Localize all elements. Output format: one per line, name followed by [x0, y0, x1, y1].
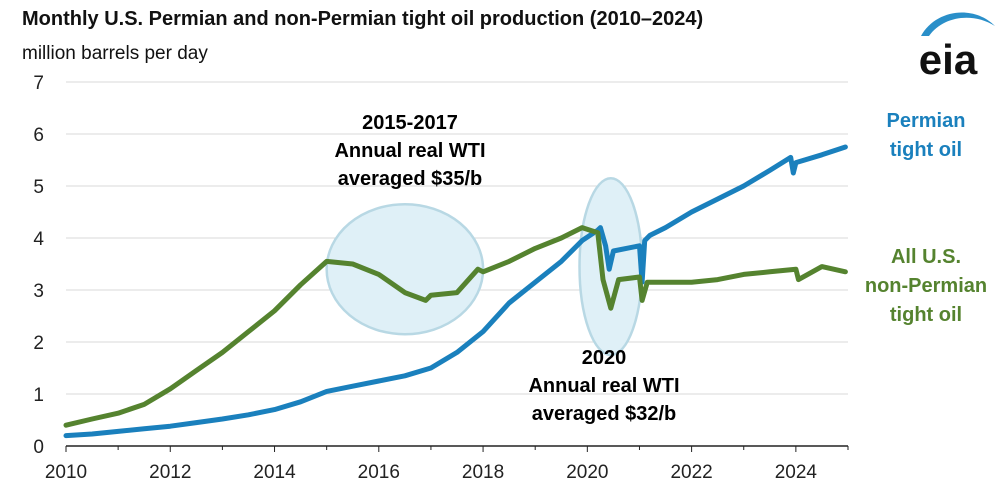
- series-label-non-permian: non-Permian: [865, 275, 987, 297]
- annotation-2: 2020: [582, 347, 627, 369]
- annotations: Permian tight oil All U.S. non-Permian tight…: [334, 110, 987, 425]
- series-label-permian: tight oil: [890, 139, 962, 161]
- logo-swoosh: [921, 12, 995, 36]
- series-label-non-permian: tight oil: [890, 304, 962, 326]
- x-tick-label: 2022: [670, 462, 712, 483]
- x-tick-label: 2020: [566, 462, 608, 483]
- series-line-non-permian: [63, 225, 848, 428]
- x-tick-label: 2016: [358, 462, 400, 483]
- logo-text: eia: [919, 36, 978, 78]
- annotation-2: Annual real WTI: [528, 375, 679, 397]
- x-tick-label: 2024: [775, 462, 818, 483]
- annotation-2: averaged $32/b: [532, 403, 677, 425]
- x-tick-label: 2010: [45, 462, 87, 483]
- eia-logo: eia: [919, 12, 995, 78]
- annotation-1: Annual real WTI: [334, 140, 485, 162]
- annotation-1: averaged $35/b: [338, 168, 483, 190]
- y-tick-label: 3: [33, 281, 44, 302]
- y-tick-label: 0: [33, 437, 44, 458]
- y-tick-label: 2: [33, 333, 44, 354]
- x-tick-label: 2012: [149, 462, 191, 483]
- y-tick-label: 6: [33, 125, 44, 146]
- y-tick-label: 7: [33, 73, 44, 94]
- gridlines: [66, 81, 848, 395]
- annotation-1: 2015-2017: [362, 112, 458, 134]
- series-label-non-permian: All U.S.: [891, 246, 961, 268]
- y-tick-label: 1: [33, 385, 44, 406]
- y-tick-label: 4: [33, 229, 44, 250]
- series-line-permian: [63, 144, 848, 439]
- x-tick-label: 2018: [462, 462, 504, 483]
- chart-subtitle: million barrels per day: [22, 43, 208, 64]
- chart-title: Monthly U.S. Permian and non-Permian tig…: [22, 8, 704, 30]
- highlight-ellipse-1: [325, 202, 485, 336]
- series-label-permian: Permian: [887, 110, 966, 132]
- y-tick-label: 5: [33, 177, 44, 198]
- x-tick-label: 2014: [253, 462, 296, 483]
- axes: 0 1 2 3 4 5 6 7 2010 2012 2014 2016 2018 2020 2022 2024: [33, 73, 849, 483]
- series-lines: [63, 144, 848, 439]
- highlight-ellipses: [325, 176, 644, 357]
